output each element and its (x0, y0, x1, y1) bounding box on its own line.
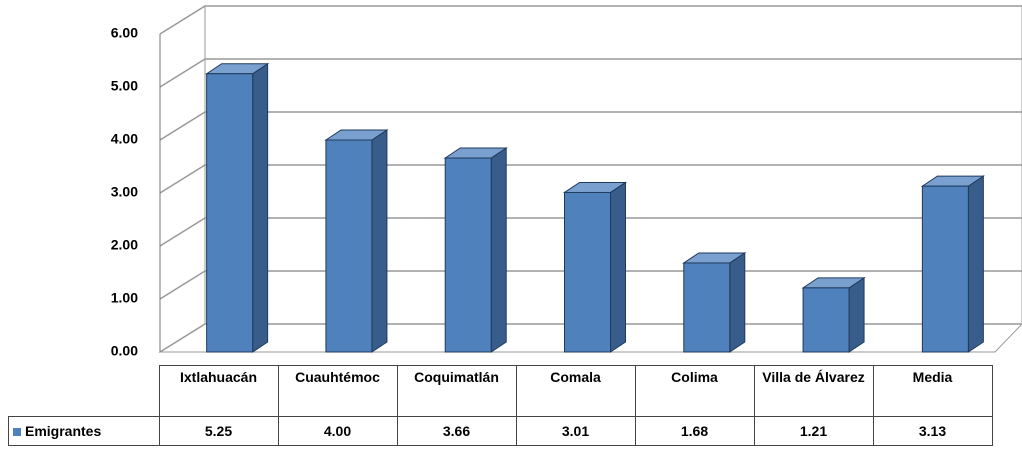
bar-side (252, 62, 269, 353)
value-label: 4.00 (277, 416, 398, 446)
category-label: Coquimatlán (396, 365, 517, 417)
category-label: Colima (634, 365, 755, 417)
y-tick-label: 0.00 (111, 343, 138, 359)
y-tick-label: 2.00 (111, 237, 138, 253)
legend-swatch (13, 428, 21, 437)
value-label: 3.66 (396, 416, 517, 446)
bar (921, 185, 969, 353)
bar-side (490, 147, 507, 353)
y-tick-label: 3.00 (111, 184, 138, 200)
grid-line (159, 217, 1022, 247)
value-label: 3.13 (872, 416, 993, 446)
bar (683, 262, 731, 353)
bar-side (967, 175, 984, 353)
legend-cell: Emigrantes (8, 416, 160, 446)
category-label: Ixtlahuacán (158, 365, 279, 417)
chart: 0.00 1.00 2.00 3.00 4.00 5.00 6.00 (111, 5, 1022, 359)
legend-label: Emigrantes (25, 423, 102, 439)
bar (325, 139, 373, 353)
data-table: Ixtlahuacán Cuauhtémoc Coquimatlán Comala Co… (8, 365, 993, 446)
grid-line (159, 270, 1022, 300)
bar-side (729, 252, 746, 353)
grid-line (159, 5, 1022, 35)
category-label: Comala (515, 365, 636, 417)
bar (444, 157, 492, 353)
value-row: Emigrantes 5.25 4.00 3.66 3.01 1.68 1.21 3.13 (8, 416, 993, 446)
y-tick-label: 5.00 (111, 78, 138, 94)
bar (564, 191, 611, 353)
value-label: 1.21 (753, 416, 874, 446)
value-label: 3.01 (515, 416, 636, 446)
category-label: Villa de Álvarez (753, 365, 874, 417)
value-label: 5.25 (158, 416, 279, 446)
y-tick-label: 1.00 (111, 290, 138, 306)
bar (802, 287, 850, 353)
value-label: 1.68 (634, 416, 755, 446)
grid-line (159, 58, 1022, 88)
grid-line (159, 323, 1022, 353)
category-row: Ixtlahuacán Cuauhtémoc Coquimatlán Comala Co… (9, 365, 993, 417)
blank-cell (9, 366, 160, 417)
grid-line (159, 111, 1022, 141)
grid-line (159, 164, 1022, 194)
bar-side (610, 181, 626, 353)
y-tick-label: 6.00 (111, 25, 138, 41)
bar-side (371, 129, 388, 353)
category-label: Cuauhtémoc (277, 365, 398, 417)
y-tick-label: 4.00 (111, 131, 138, 147)
bar-side (848, 276, 865, 353)
bar (206, 73, 254, 353)
category-label: Media (872, 365, 993, 417)
